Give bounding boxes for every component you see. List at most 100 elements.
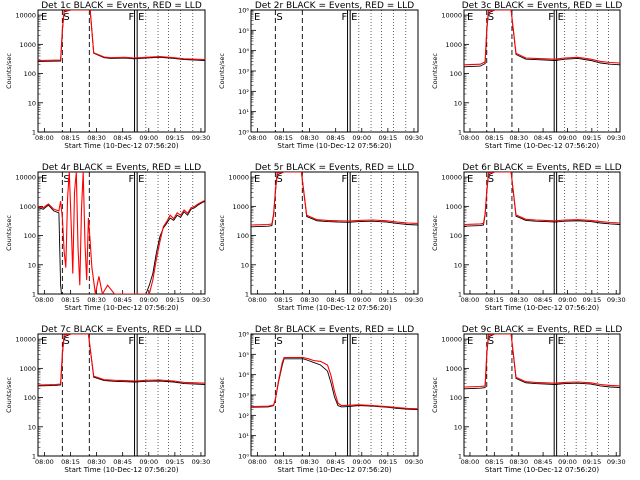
chart-panel-2: Det 2r BLACK = Events, RED = LLD 10⁰ 10¹ 10…	[218, 1, 423, 150]
y-tick-label: 10000	[15, 336, 36, 344]
x-axis-label: Start Time (10-Dec-12 07:56:20)	[485, 466, 599, 474]
x-tick-label: 08:15	[485, 134, 504, 142]
chart-panel-8: Det 8r BLACK = Events, RED = LLD 10⁰ 10¹ 10…	[218, 325, 423, 474]
y-tick-label: 10000	[15, 174, 36, 182]
x-tick-label: 09:15	[165, 296, 184, 304]
x-tick-label: 08:00	[461, 458, 480, 466]
series-group	[251, 356, 418, 411]
panel-title: Det 2r BLACK = Events, RED = LLD	[255, 1, 414, 11]
x-tick-label: 09:00	[352, 134, 371, 142]
y-tick-label: 1	[32, 453, 36, 461]
x-tick-label: 09:00	[139, 296, 158, 304]
chart-panel-1: Det 1c BLACK = Events, RED = LLD 1 10 100 10…	[5, 1, 210, 150]
series-line-lld	[464, 172, 620, 226]
marker-letter: E	[351, 12, 357, 23]
x-tick-label: 09:00	[558, 458, 577, 466]
x-tick-label: 08:30	[87, 458, 106, 466]
x-tick-label: 09:00	[139, 134, 158, 142]
x-tick-label: 09:30	[192, 134, 211, 142]
y-tick-label: 10²	[238, 412, 249, 420]
y-tick-label: 1	[458, 291, 462, 299]
y-tick-label: 10000	[441, 12, 462, 20]
y-tick-label: 1	[245, 291, 249, 299]
marker-letter: F	[342, 12, 348, 23]
series-line-lld	[38, 334, 205, 386]
x-tick-label: 08:45	[534, 296, 553, 304]
y-tick-label: 10⁵	[238, 27, 249, 35]
y-tick-label: 10000	[15, 12, 36, 20]
y-tick-label: 10	[28, 99, 36, 107]
x-tick-label: 09:30	[405, 296, 424, 304]
y-tick-label: 1	[32, 291, 36, 299]
x-tick-label: 08:00	[35, 296, 54, 304]
marker-letter: S	[488, 336, 494, 347]
x-tick-label: 08:45	[113, 458, 132, 466]
x-axis-label: Start Time (10-Dec-12 07:56:20)	[64, 466, 178, 474]
x-axis-label: Start Time (10-Dec-12 07:56:20)	[485, 142, 599, 150]
marker-letter: E	[467, 12, 473, 23]
series-line-lld	[38, 172, 205, 294]
y-axis-label: Counts/sec	[5, 53, 13, 89]
y-tick-label: 10⁴	[238, 371, 249, 379]
x-tick-label: 09:30	[607, 134, 626, 142]
marker-letter: S	[276, 174, 282, 185]
panel-frame	[250, 171, 419, 295]
x-tick-label: 08:15	[61, 296, 80, 304]
y-axis-label: Counts/sec	[5, 377, 13, 413]
x-tick-label: 09:15	[165, 134, 184, 142]
marker-letter: E	[467, 174, 473, 185]
series-line-lld	[464, 10, 620, 66]
y-tick-label: 10	[28, 423, 36, 431]
marker-letter: S	[276, 336, 282, 347]
chart-panel-4: Det 4r BLACK = Events, RED = LLD 1 10 100 10…	[5, 163, 210, 312]
y-tick-label: 10¹	[238, 108, 249, 116]
series-line-events	[38, 200, 205, 294]
panel-frame	[37, 9, 206, 133]
x-tick-label: 09:30	[405, 134, 424, 142]
marker-letter: E	[254, 174, 260, 185]
panel-frame	[37, 333, 206, 457]
x-tick-label: 08:15	[485, 458, 504, 466]
y-axis-label: Counts/sec	[218, 215, 226, 251]
y-tick-label: 10⁴	[238, 47, 249, 55]
y-tick-label: 10	[454, 261, 462, 269]
marker-letter: E	[138, 336, 144, 347]
y-tick-label: 100	[450, 232, 462, 240]
x-tick-label: 09:15	[378, 296, 397, 304]
y-tick-label: 10²	[238, 88, 249, 96]
y-tick-label: 100	[24, 394, 36, 402]
y-tick-label: 10000	[441, 336, 462, 344]
x-tick-label: 08:45	[326, 134, 345, 142]
y-tick-label: 100	[237, 232, 249, 240]
x-tick-label: 09:15	[582, 458, 601, 466]
x-tick-label: 09:30	[192, 458, 211, 466]
y-tick-label: 1000	[445, 365, 462, 373]
panel-title: Det 3c BLACK = Events, RED = LLD	[462, 1, 623, 11]
x-tick-label: 08:30	[509, 296, 528, 304]
y-tick-label: 10⁰	[238, 453, 249, 461]
y-tick-label: 10000	[441, 174, 462, 182]
x-tick-label: 09:15	[582, 134, 601, 142]
x-tick-label: 08:30	[87, 296, 106, 304]
x-tick-label: 08:15	[274, 296, 293, 304]
y-tick-label: 100	[24, 232, 36, 240]
marker-letter: E	[558, 336, 564, 347]
x-tick-label: 08:30	[300, 134, 319, 142]
x-tick-label: 09:15	[378, 134, 397, 142]
y-tick-label: 10	[454, 423, 462, 431]
x-tick-label: 08:00	[35, 458, 54, 466]
series-group	[464, 10, 620, 68]
panel-title: Det 4r BLACK = Events, RED = LLD	[42, 163, 201, 173]
marker-letter: S	[63, 12, 69, 23]
y-tick-label: 10³	[238, 392, 249, 400]
panel-title: Det 9c BLACK = Events, RED = LLD	[462, 325, 623, 335]
marker-letter: F	[342, 174, 348, 185]
marker-letter: E	[138, 174, 144, 185]
panel-frame	[463, 9, 621, 133]
chart-panel-7: Det 7c BLACK = Events, RED = LLD 1 10 100 10…	[5, 325, 210, 474]
y-axis-label: Counts/sec	[431, 53, 439, 89]
x-tick-label: 09:00	[352, 296, 371, 304]
marker-letter: E	[558, 12, 564, 23]
x-tick-label: 08:45	[113, 296, 132, 304]
y-tick-label: 1000	[19, 203, 36, 211]
